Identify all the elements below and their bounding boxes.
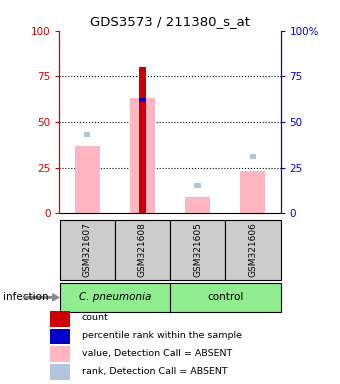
Bar [50,346,70,362]
Bar [194,184,201,188]
Bar [59,283,170,312]
Bar [170,220,225,280]
Bar [115,220,170,280]
Bar [139,67,146,213]
Bar [240,171,265,213]
Text: rank, Detection Call = ABSENT: rank, Detection Call = ABSENT [82,367,227,376]
Title: GDS3573 / 211380_s_at: GDS3573 / 211380_s_at [90,15,250,28]
Bar [250,154,256,159]
Bar [75,146,100,213]
Bar [170,283,280,312]
Bar [139,98,146,102]
Text: GSM321608: GSM321608 [138,223,147,277]
Text: GSM321605: GSM321605 [193,223,202,277]
Text: infection: infection [3,292,49,303]
Text: control: control [207,292,243,303]
Bar [50,311,70,326]
Text: value, Detection Call = ABSENT: value, Detection Call = ABSENT [82,349,232,358]
Bar [225,220,280,280]
Text: count: count [82,313,108,323]
Text: GSM321607: GSM321607 [83,223,91,277]
Bar [59,220,115,280]
Text: GSM321606: GSM321606 [249,223,257,277]
Bar [50,329,70,344]
Bar [185,197,210,213]
Text: percentile rank within the sample: percentile rank within the sample [82,331,242,340]
Bar [50,364,70,380]
Bar [130,98,155,213]
Bar [139,98,146,102]
Text: C. pneumonia: C. pneumonia [79,292,151,303]
Bar [84,132,90,137]
